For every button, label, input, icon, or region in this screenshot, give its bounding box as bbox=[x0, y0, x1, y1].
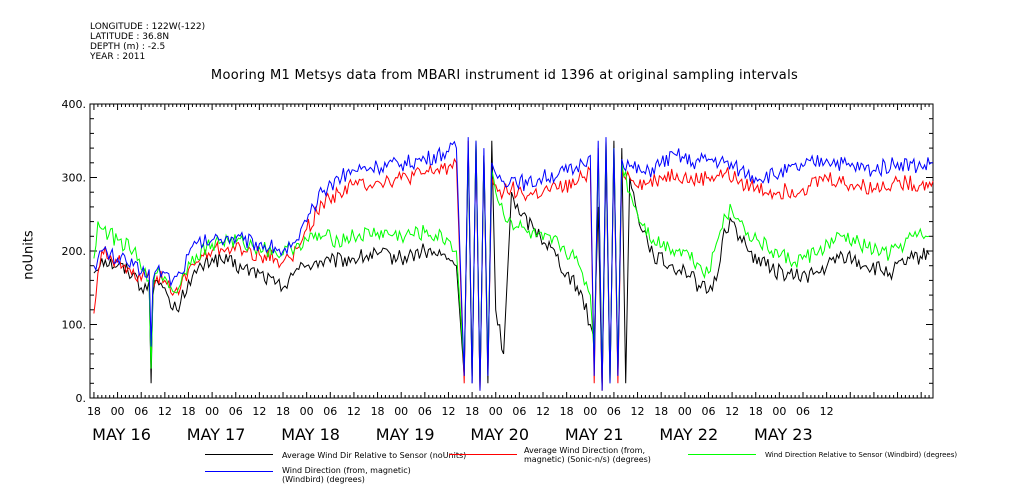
x-hour-tick-label: 06 bbox=[701, 405, 715, 418]
y-tick-label: 200. bbox=[62, 245, 87, 258]
x-hour-tick-label: 18 bbox=[87, 405, 101, 418]
x-hour-tick-label: 12 bbox=[252, 405, 266, 418]
x-hour-tick-label: 06 bbox=[512, 405, 526, 418]
depth-text: DEPTH (m) : -2.5 bbox=[90, 42, 166, 52]
series-line-1 bbox=[93, 140, 930, 391]
x-hour-tick-label: 00 bbox=[300, 405, 314, 418]
y-tick-label: 0. bbox=[76, 392, 87, 405]
legend-label-windbird-magnetic: Wind Direction (from, magnetic) (Windbir… bbox=[282, 466, 411, 484]
x-hour-tick-label: 18 bbox=[371, 405, 385, 418]
y-tick-label: 100. bbox=[62, 319, 87, 332]
x-hour-tick-label: 06 bbox=[229, 405, 243, 418]
x-hour-tick-label: 06 bbox=[607, 405, 621, 418]
x-hour-tick-label: 00 bbox=[394, 405, 408, 418]
x-day-label: MAY 18 bbox=[281, 425, 340, 444]
x-hour-tick-label: 12 bbox=[158, 405, 172, 418]
chart-title: Mooring M1 Metsys data from MBARI instru… bbox=[210, 68, 799, 83]
x-hour-tick-label: 12 bbox=[441, 405, 455, 418]
x-hour-tick-label: 18 bbox=[560, 405, 574, 418]
x-hour-tick-label: 00 bbox=[772, 405, 786, 418]
latitude-text: LATITUDE : 36.8N bbox=[90, 32, 170, 42]
x-hour-tick-label: 18 bbox=[181, 405, 195, 418]
x-hour-tick-label: 12 bbox=[820, 405, 834, 418]
legend-swatch-sensor-relative bbox=[205, 454, 273, 455]
x-hour-tick-label: 00 bbox=[111, 405, 125, 418]
series-line-4 bbox=[93, 137, 934, 391]
x-hour-tick-label: 12 bbox=[347, 405, 361, 418]
legend-label-sensor-relative: Average Wind Dir Relative to Sensor (noU… bbox=[282, 451, 467, 460]
x-hour-tick-label: 06 bbox=[323, 405, 337, 418]
x-hour-tick-label: 12 bbox=[725, 405, 739, 418]
y-tick-label: 300. bbox=[62, 172, 87, 185]
plot-frame bbox=[89, 103, 934, 399]
x-hour-tick-label: 12 bbox=[536, 405, 550, 418]
x-hour-tick-label: 18 bbox=[465, 405, 479, 418]
legend-swatch-sonic bbox=[449, 454, 517, 455]
x-day-label: MAY 19 bbox=[376, 425, 435, 444]
year-text: YEAR : 2011 bbox=[90, 52, 146, 62]
y-tick-label: 400. bbox=[62, 98, 87, 111]
x-hour-tick-label: 12 bbox=[631, 405, 645, 418]
x-hour-tick-label: 18 bbox=[749, 405, 763, 418]
longitude-text: LONGITUDE : 122W(-122) bbox=[90, 22, 206, 32]
x-hour-tick-label: 00 bbox=[205, 405, 219, 418]
x-hour-tick-label: 00 bbox=[583, 405, 597, 418]
x-day-label: MAY 16 bbox=[92, 425, 151, 444]
x-day-label: MAY 22 bbox=[659, 425, 718, 444]
legend-swatch-windbird-magnetic bbox=[205, 471, 273, 472]
x-hour-tick-label: 06 bbox=[418, 405, 432, 418]
legend-label-windbird-relative: Wind Direction Relative to Sensor (Windb… bbox=[765, 451, 958, 459]
x-day-label: MAY 20 bbox=[470, 425, 529, 444]
x-hour-tick-label: 00 bbox=[678, 405, 692, 418]
x-hour-tick-label: 18 bbox=[654, 405, 668, 418]
x-hour-tick-label: 06 bbox=[796, 405, 810, 418]
legend-label-sonic: Average Wind Direction (from, magnetic) … bbox=[524, 446, 651, 464]
x-hour-tick-label: 06 bbox=[134, 405, 148, 418]
x-hour-tick-label: 00 bbox=[489, 405, 503, 418]
x-hour-tick-label: 18 bbox=[276, 405, 290, 418]
x-day-label: MAY 23 bbox=[754, 425, 813, 444]
x-day-label: MAY 17 bbox=[187, 425, 246, 444]
legend-swatch-windbird-relative bbox=[688, 454, 756, 455]
x-day-label: MAY 21 bbox=[565, 425, 624, 444]
